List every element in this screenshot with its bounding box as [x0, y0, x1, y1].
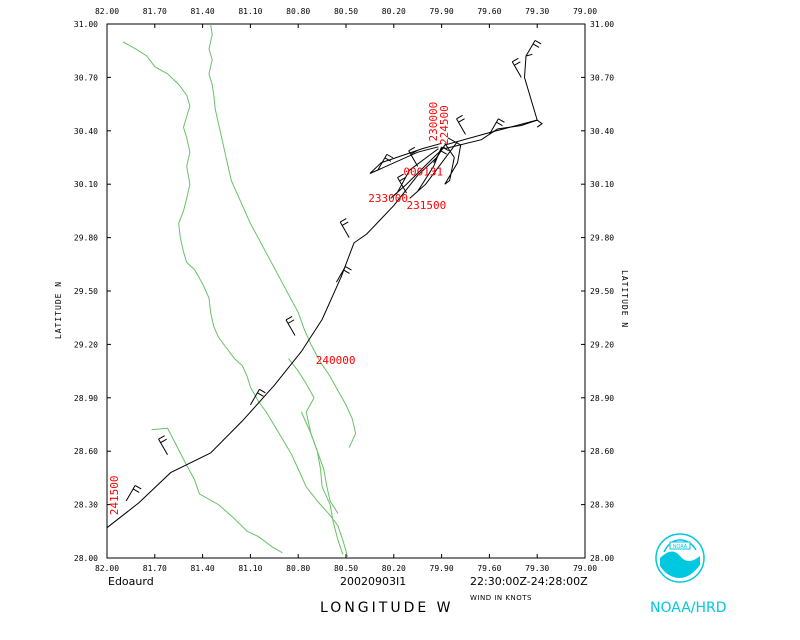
lon-tick-label-bottom: 80.50 [334, 564, 358, 573]
lat-tick-label-right: 28.60 [590, 447, 614, 456]
lat-tick-label-left: 30.70 [74, 73, 98, 82]
lat-tick-label-right: 31.00 [590, 20, 614, 29]
left-lat-tick-labels: 31.00 30.70 30.40 30.10 29.80 29.50 29.20 28.90… [74, 20, 98, 563]
lat-tick-label-left: 29.80 [74, 234, 98, 243]
coastline [122, 41, 349, 559]
flight-track-layer [106, 53, 543, 529]
wind-barb [456, 114, 466, 135]
lat-tick-label-left: 28.30 [74, 501, 98, 510]
lat-tick-label-right: 30.70 [590, 73, 614, 82]
lon-tick-label-bottom: 80.80 [286, 564, 310, 573]
lat-tick-label-right: 28.90 [590, 394, 614, 403]
lon-tick-label-bottom: 81.70 [143, 564, 167, 573]
coastline [288, 358, 315, 399]
lon-tick-label-top: 81.10 [238, 7, 262, 16]
lat-tick-label-left: 29.50 [74, 287, 98, 296]
plot-frame [106, 23, 586, 559]
lat-tick-label-right: 29.80 [590, 234, 614, 243]
coastline-layer [122, 23, 357, 559]
lat-tick-label-left: 28.90 [74, 394, 98, 403]
time-label: 241500 [108, 476, 121, 516]
time-label: 224500 [438, 105, 451, 145]
lat-tick-label-right: 30.10 [590, 180, 614, 189]
wind-barb [488, 118, 505, 135]
lon-tick-label-top: 79.00 [573, 7, 597, 16]
wind-barb [249, 388, 266, 406]
lon-tick-label-bottom: 81.40 [191, 564, 215, 573]
y-axis-title-right: LATITUDE N [620, 270, 629, 328]
lon-tick-label-bottom: 82.00 [95, 564, 119, 573]
flight-id: 20020903I1 [340, 575, 406, 588]
lat-tick-label-left: 31.00 [74, 20, 98, 29]
lon-tick-label-top: 82.00 [95, 7, 119, 16]
noaa-logo: NOAA [655, 533, 705, 583]
flight-track-loop [444, 119, 538, 150]
lon-tick-label-bottom: 79.00 [573, 564, 597, 573]
lon-tick-label-top: 79.90 [430, 7, 454, 16]
wind-barb [377, 153, 394, 171]
lat-tick-label-right: 28.30 [590, 501, 614, 510]
wind-barb [339, 218, 350, 238]
lon-tick-label-bottom: 79.30 [525, 564, 549, 573]
lat-tick-label-left: 29.20 [74, 340, 98, 349]
flight-track-loop [390, 146, 446, 199]
y-axis-title-left: LATITUDE N [54, 281, 63, 339]
coastline [151, 427, 283, 554]
lon-tick-label-top: 80.50 [334, 7, 358, 16]
lon-tick-label-bottom: 81.10 [238, 564, 262, 573]
tick-marks [106, 23, 586, 559]
time-label: 240000 [316, 354, 356, 367]
lat-tick-label-left: 30.40 [74, 127, 98, 136]
wind-barb [525, 40, 542, 57]
agency-label: NOAA/HRD [650, 600, 727, 616]
lon-tick-label-top: 80.80 [286, 7, 310, 16]
wind-barb [511, 57, 522, 78]
bottom-lon-tick-labels: 82.00 81.70 81.40 81.10 80.80 80.50 80.20 79.90… [95, 564, 597, 573]
lat-tick-label-right: 29.50 [590, 287, 614, 296]
lon-tick-label-top: 81.70 [143, 7, 167, 16]
lat-tick-label-left: 28.60 [74, 447, 98, 456]
lon-tick-label-bottom: 79.90 [430, 564, 454, 573]
time-label: 231500 [407, 199, 447, 212]
noaa-logo-text: NOAA [673, 544, 688, 550]
lon-tick-label-top: 81.40 [191, 7, 215, 16]
time-label: 230000 [427, 102, 440, 142]
flight-track-loop [369, 142, 442, 174]
right-lat-tick-labels: 31.00 30.70 30.40 30.10 29.80 29.50 29.20 28.90… [590, 20, 614, 563]
lat-tick-label-left: 28.00 [74, 554, 98, 563]
lon-tick-label-top: 79.60 [477, 7, 501, 16]
wind-barb [408, 146, 419, 167]
lat-tick-label-right: 29.20 [590, 340, 614, 349]
top-lon-tick-labels: 82.00 81.70 81.40 81.10 80.80 80.50 80.20 79.90… [95, 7, 597, 16]
wind-barb-layer [125, 40, 542, 502]
coastline [300, 411, 344, 555]
wind-barb [158, 435, 168, 456]
wind-barb [397, 173, 407, 194]
coastline [208, 23, 357, 448]
wind-barb [125, 485, 142, 502]
time-label: 000131 [403, 165, 443, 178]
lon-tick-label-bottom: 79.60 [477, 564, 501, 573]
wind-units-note: WIND IN KNOTS [470, 594, 532, 602]
wind-barb [285, 315, 296, 336]
storm-name: Edoaurd [108, 575, 154, 588]
time-label: 233000 [368, 192, 408, 205]
lon-tick-label-top: 80.20 [382, 7, 406, 16]
flight-track-loop [523, 53, 538, 121]
lat-tick-label-right: 30.40 [590, 127, 614, 136]
wind-barb [433, 146, 449, 164]
lon-tick-label-top: 79.30 [525, 7, 549, 16]
flight-track-line [106, 119, 543, 529]
x-axis-title: LONGITUDE W [320, 600, 454, 616]
time-range: 22:30:00Z-24:28:00Z [470, 575, 588, 588]
coastline [305, 397, 339, 514]
lon-tick-label-bottom: 80.20 [382, 564, 406, 573]
wind-barb [336, 266, 352, 283]
lat-tick-label-right: 28.00 [590, 554, 614, 563]
flight-track-loop [409, 141, 458, 199]
lat-tick-label-left: 30.10 [74, 180, 98, 189]
